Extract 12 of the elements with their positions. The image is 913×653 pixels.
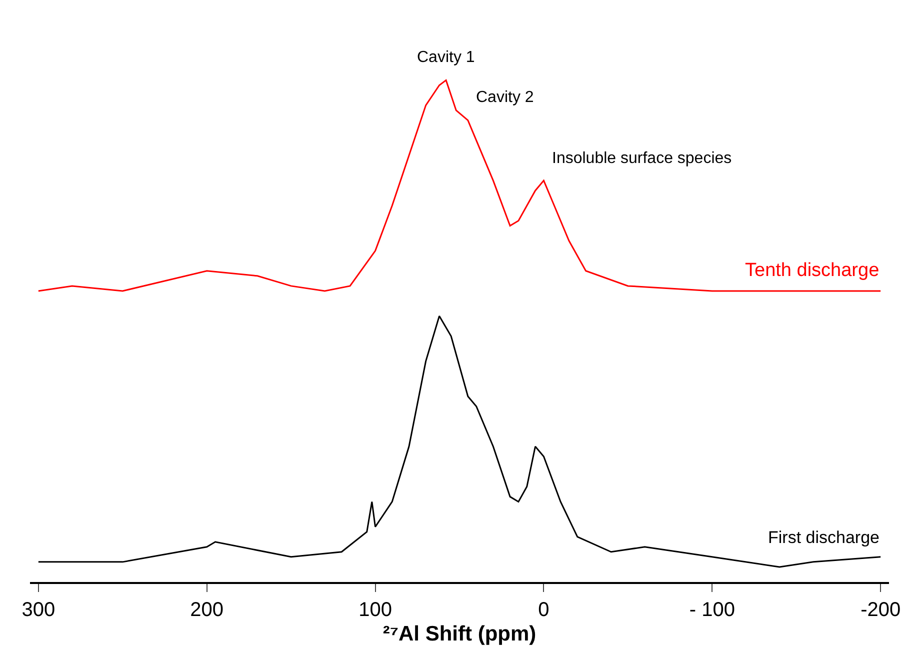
x-tick-label: -200 <box>860 598 901 621</box>
annotation: Cavity 2 <box>476 89 534 106</box>
x-tick-label: - 100 <box>689 598 735 621</box>
x-tick-label: 100 <box>358 598 392 621</box>
x-axis-title: ²⁷Al Shift (ppm) <box>382 622 536 646</box>
x-tick-label: 0 <box>538 598 550 621</box>
series-label: Tenth discharge <box>745 260 880 281</box>
x-tick-label: 300 <box>22 598 56 621</box>
x-tick-label: 200 <box>190 598 224 621</box>
annotation: Insoluble surface species <box>552 150 732 167</box>
annotation: Cavity 1 <box>417 49 475 66</box>
series-label: First discharge <box>768 528 880 547</box>
